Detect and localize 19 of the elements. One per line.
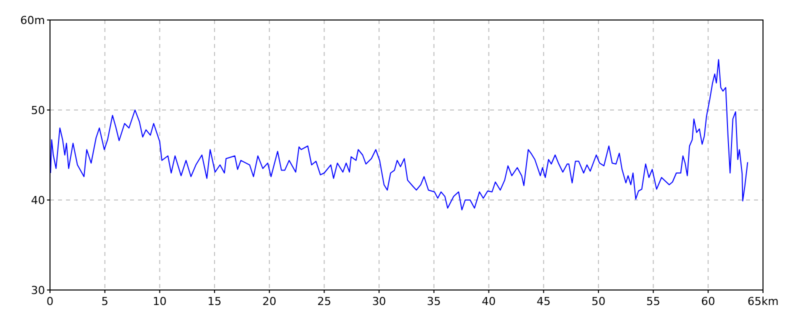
x-tick-label: 30: [372, 295, 386, 308]
y-tick-label: 50: [31, 104, 45, 117]
y-tick-label: 40: [31, 194, 45, 207]
line-series: [50, 59, 748, 210]
x-tick-label: 60: [701, 295, 716, 308]
x-tick-label: 40: [482, 295, 496, 308]
x-tick-label: 0: [46, 295, 54, 308]
y-tick-label: 60m: [20, 14, 45, 27]
x-tick-label: 10: [152, 295, 167, 308]
y-tick-label: 30: [31, 284, 45, 297]
x-tick-label: 20: [262, 295, 276, 308]
x-tick-label: 5: [101, 295, 108, 308]
x-tick-label: 25: [317, 295, 332, 308]
x-tick-label: 55: [646, 295, 660, 308]
x-tick-label: 35: [426, 295, 441, 308]
x-tick-label: 15: [208, 295, 222, 308]
x-tick-label: 45: [536, 295, 551, 308]
x-tick-label: 65km: [747, 295, 779, 308]
x-tick-label: 50: [591, 295, 606, 308]
